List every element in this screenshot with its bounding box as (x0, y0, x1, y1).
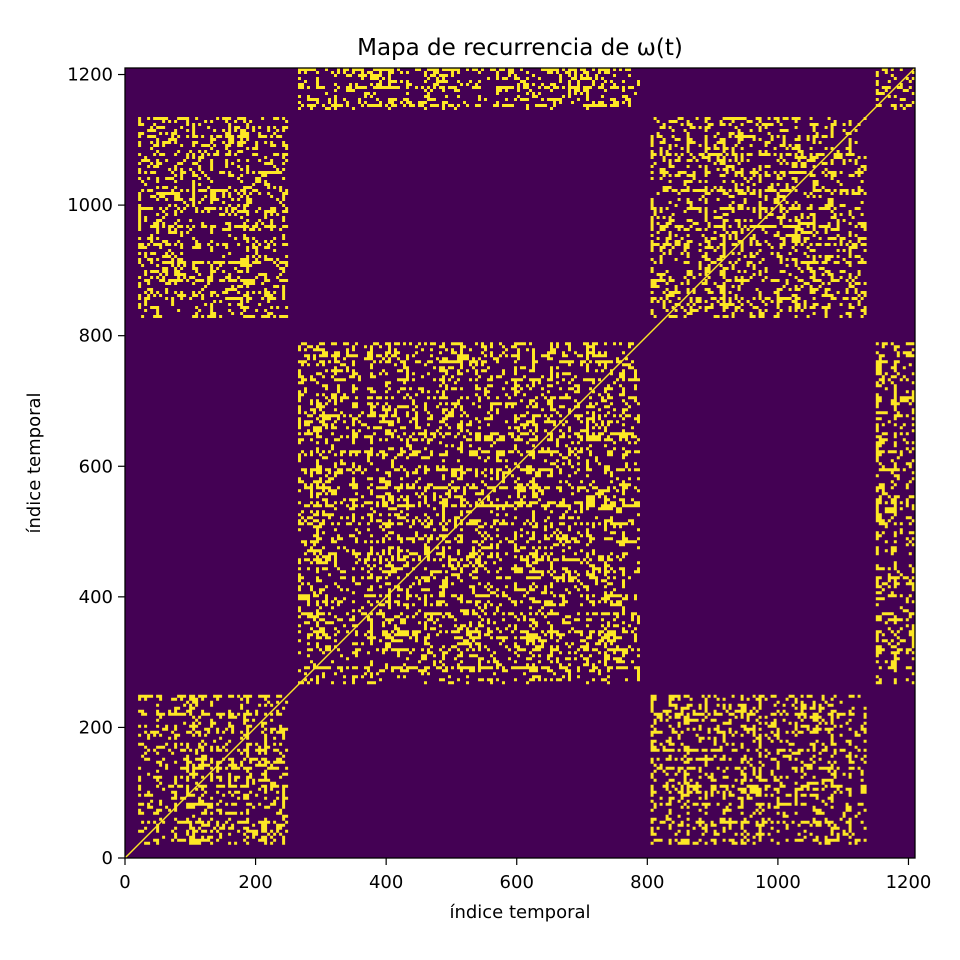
x-axis-ticks: 0 200 400 600 800 1000 1200 (119, 858, 931, 893)
x-tick-label: 1200 (886, 872, 932, 893)
x-tick-label: 400 (369, 872, 403, 893)
y-tick-label: 1200 (67, 65, 113, 86)
y-tick-label: 600 (79, 456, 113, 477)
x-tick-label: 800 (630, 872, 664, 893)
y-tick-label: 400 (79, 587, 113, 608)
x-axis-label: índice temporal (449, 902, 590, 923)
axes-frame (124, 67, 916, 859)
recurrence-block (650, 694, 867, 845)
y-axis-label: índice temporal (24, 392, 45, 533)
recurrence-points (650, 117, 867, 318)
x-tick-label: 0 (119, 872, 130, 893)
y-tick-label: 200 (79, 717, 113, 738)
y-tick-label: 0 (102, 848, 113, 869)
recurrence-block (298, 68, 640, 110)
recurrence-points (875, 342, 915, 685)
chart-title: Mapa de recurrencia de ω(t) (357, 35, 683, 61)
x-tick-label: 600 (500, 872, 534, 893)
recurrence-block (650, 117, 867, 318)
recurrence-points (298, 68, 640, 110)
recurrence-points (650, 694, 867, 845)
recurrence-points (138, 117, 289, 318)
recurrence-block (875, 68, 915, 110)
recurrence-block (875, 342, 915, 685)
y-tick-label: 800 (79, 326, 113, 347)
recurrence-points (875, 68, 915, 110)
recurrence-block (138, 117, 289, 318)
y-tick-label: 1000 (67, 195, 113, 216)
x-tick-label: 200 (238, 872, 272, 893)
main-diagonal (125, 68, 915, 858)
y-axis-ticks: 0 200 400 600 800 1000 1200 (67, 65, 125, 869)
x-tick-label: 1000 (755, 872, 801, 893)
